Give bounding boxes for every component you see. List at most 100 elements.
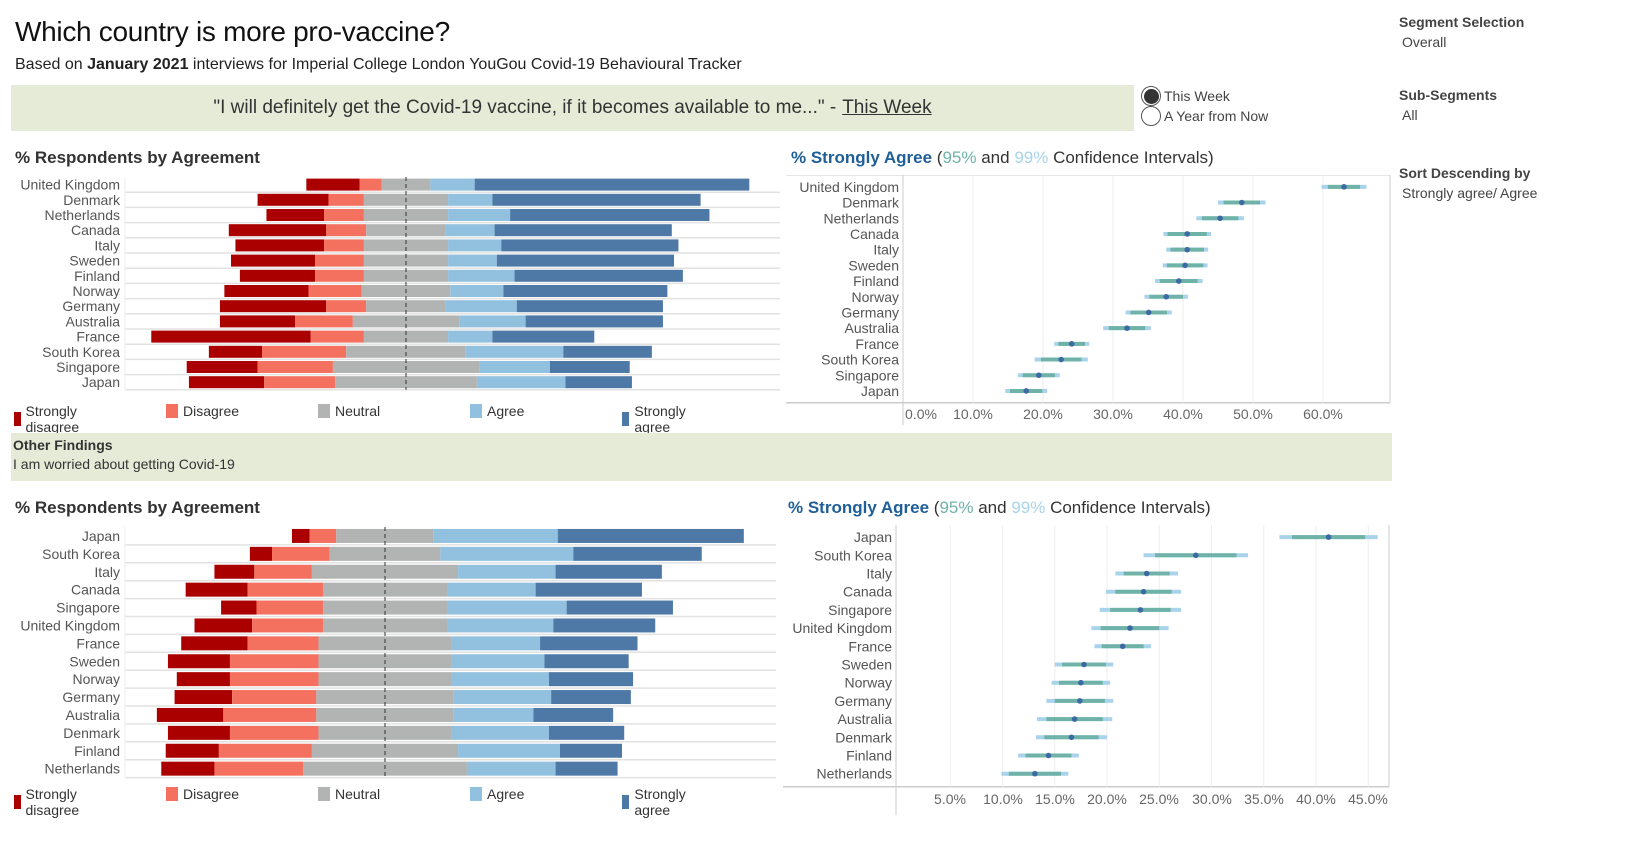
- bar-segment-disagree[interactable]: [214, 761, 304, 776]
- bar-segment-strongly-agree[interactable]: [533, 707, 614, 722]
- bar-segment-agree[interactable]: [448, 239, 502, 252]
- legend-item-strongly-agree[interactable]: Strongly agree: [622, 403, 690, 435]
- bar-segment-neutral[interactable]: [316, 707, 454, 722]
- radio-year-from-now[interactable]: A Year from Now: [1141, 106, 1268, 126]
- bar-segment-neutral[interactable]: [318, 672, 452, 687]
- bar-segment-strongly-disagree[interactable]: [231, 254, 316, 267]
- bar-segment-disagree[interactable]: [229, 654, 319, 669]
- bar-segment-strongly-disagree[interactable]: [165, 743, 219, 758]
- estimate-point[interactable]: [1163, 293, 1169, 300]
- bar-segment-disagree[interactable]: [328, 193, 364, 206]
- estimate-point[interactable]: [1081, 661, 1087, 668]
- bar-segment-disagree[interactable]: [229, 672, 319, 687]
- bar-segment-disagree[interactable]: [309, 528, 337, 543]
- bar-segment-disagree[interactable]: [223, 707, 317, 722]
- estimate-point[interactable]: [1184, 231, 1190, 237]
- bar-segment-strongly-agree[interactable]: [573, 546, 702, 561]
- bar-segment-strongly-disagree[interactable]: [188, 376, 265, 389]
- bar-segment-strongly-disagree[interactable]: [194, 618, 253, 633]
- bar-segment-strongly-disagree[interactable]: [239, 269, 316, 282]
- question-timeframe-link[interactable]: This Week: [842, 97, 932, 118]
- estimate-point[interactable]: [1119, 643, 1126, 650]
- radio-this-week[interactable]: This Week: [1141, 86, 1268, 106]
- bar-segment-strongly-disagree[interactable]: [176, 672, 230, 687]
- bar-segment-strongly-disagree[interactable]: [161, 761, 215, 776]
- estimate-point[interactable]: [1068, 734, 1075, 741]
- bar-segment-agree[interactable]: [451, 672, 549, 687]
- bar-segment-strongly-agree[interactable]: [514, 269, 683, 282]
- estimate-point[interactable]: [1182, 262, 1188, 269]
- bar-segment-strongly-agree[interactable]: [535, 582, 642, 597]
- bar-segment-strongly-agree[interactable]: [555, 564, 662, 579]
- estimate-point[interactable]: [1184, 246, 1190, 253]
- bar-segment-strongly-agree[interactable]: [503, 285, 668, 297]
- bar-segment-agree[interactable]: [430, 178, 475, 191]
- bar-segment-strongly-disagree[interactable]: [249, 546, 273, 561]
- bar-segment-agree[interactable]: [445, 224, 495, 237]
- sub-segments-value[interactable]: All: [1402, 107, 1418, 123]
- bar-segment-strongly-disagree[interactable]: [219, 315, 296, 328]
- radio-selected-icon[interactable]: [1141, 86, 1161, 106]
- sort-value[interactable]: Strongly agree/ Agree: [1402, 185, 1538, 201]
- estimate-point[interactable]: [1036, 372, 1042, 379]
- bar-segment-strongly-disagree[interactable]: [167, 654, 230, 669]
- estimate-point[interactable]: [1058, 356, 1064, 363]
- bar-segment-agree[interactable]: [448, 254, 497, 267]
- estimate-point[interactable]: [1140, 588, 1147, 595]
- bar-segment-agree[interactable]: [447, 618, 554, 633]
- bar-segment-strongly-disagree[interactable]: [228, 224, 327, 237]
- bar-segment-disagree[interactable]: [254, 564, 312, 579]
- bar-segment-agree[interactable]: [448, 193, 493, 206]
- bar-segment-agree[interactable]: [453, 690, 552, 705]
- bar-segment-strongly-agree[interactable]: [548, 725, 625, 740]
- bar-segment-strongly-disagree[interactable]: [221, 600, 257, 615]
- bar-segment-agree[interactable]: [451, 725, 549, 740]
- bar-segment-strongly-agree[interactable]: [565, 376, 632, 389]
- estimate-point[interactable]: [1176, 278, 1182, 284]
- estimate-point[interactable]: [1124, 325, 1130, 331]
- bar-segment-strongly-disagree[interactable]: [306, 178, 360, 191]
- estimate-point[interactable]: [1023, 388, 1029, 394]
- estimate-point[interactable]: [1045, 752, 1052, 759]
- estimate-point[interactable]: [1127, 625, 1133, 631]
- bar-segment-disagree[interactable]: [232, 690, 317, 705]
- legend-item-neutral[interactable]: Neutral: [318, 403, 380, 419]
- bar-segment-strongly-disagree[interactable]: [156, 707, 224, 722]
- bar-segment-agree[interactable]: [445, 300, 517, 313]
- estimate-point[interactable]: [1217, 215, 1223, 222]
- bar-segment-strongly-agree[interactable]: [559, 743, 623, 758]
- bar-segment-disagree[interactable]: [264, 376, 336, 389]
- bar-segment-disagree[interactable]: [272, 546, 330, 561]
- bar-segment-agree[interactable]: [451, 636, 541, 651]
- legend-item-agree[interactable]: Agree: [470, 786, 524, 802]
- bar-segment-strongly-agree[interactable]: [544, 654, 629, 669]
- bar-segment-disagree[interactable]: [359, 178, 382, 191]
- bar-segment-disagree[interactable]: [295, 315, 353, 328]
- legend-item-strongly-disagree[interactable]: Strongly disagree: [14, 403, 85, 435]
- sub-segments-filter[interactable]: Sub-Segments All: [1399, 87, 1497, 123]
- bar-segment-neutral[interactable]: [363, 254, 449, 267]
- bar-segment-strongly-disagree[interactable]: [235, 239, 325, 252]
- bar-segment-agree[interactable]: [479, 361, 550, 373]
- bar-segment-agree[interactable]: [448, 330, 493, 343]
- bar-segment-neutral[interactable]: [352, 315, 460, 328]
- bar-segment-strongly-agree[interactable]: [563, 345, 652, 358]
- bar-segment-neutral[interactable]: [363, 239, 449, 252]
- bar-segment-disagree[interactable]: [324, 209, 364, 221]
- bar-segment-disagree[interactable]: [229, 725, 319, 740]
- bar-segment-strongly-agree[interactable]: [551, 690, 631, 705]
- radio-unselected-icon[interactable]: [1141, 106, 1161, 126]
- legend-item-strongly-agree[interactable]: Strongly agree: [622, 786, 690, 818]
- bar-segment-strongly-agree[interactable]: [555, 761, 618, 776]
- bar-segment-strongly-agree[interactable]: [525, 315, 663, 328]
- segment-selection-value[interactable]: Overall: [1402, 34, 1447, 50]
- bar-segment-neutral[interactable]: [346, 345, 466, 358]
- bar-segment-strongly-disagree[interactable]: [224, 285, 309, 297]
- bar-segment-disagree[interactable]: [324, 239, 364, 252]
- bar-segment-strongly-disagree[interactable]: [174, 690, 233, 705]
- legend-item-neutral[interactable]: Neutral: [318, 786, 380, 802]
- bar-segment-agree[interactable]: [458, 564, 556, 579]
- bar-segment-strongly-disagree[interactable]: [219, 300, 327, 313]
- bar-segment-strongly-disagree[interactable]: [186, 361, 258, 373]
- estimate-point[interactable]: [1078, 679, 1084, 686]
